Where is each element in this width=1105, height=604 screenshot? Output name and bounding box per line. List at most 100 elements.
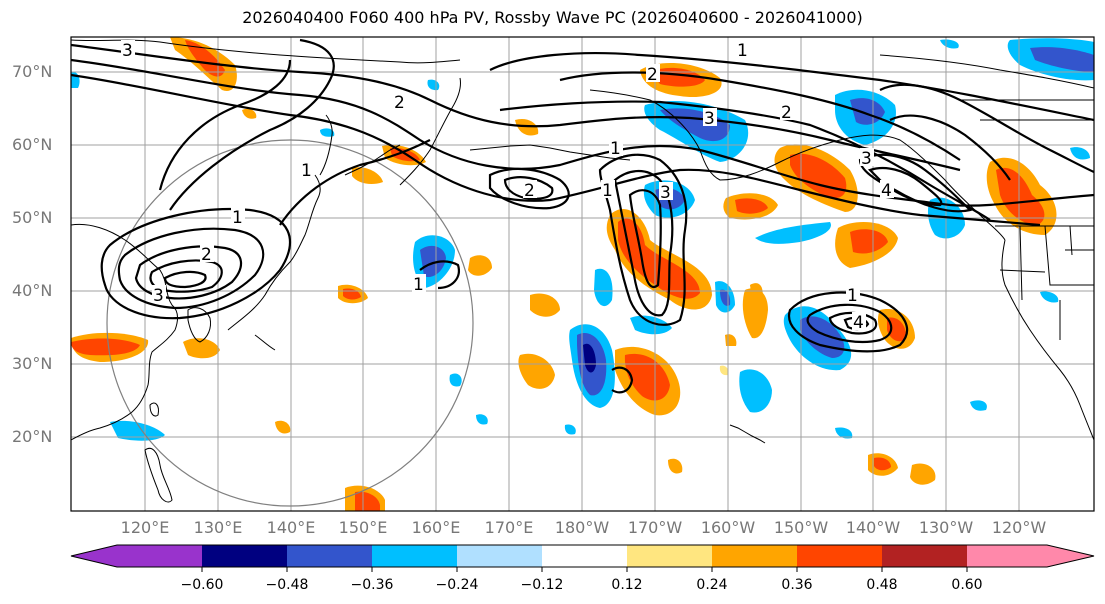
pv-positive-patch — [352, 167, 383, 184]
sakhalin-coastline — [319, 114, 333, 176]
pv-negative-patch — [564, 424, 576, 435]
pv-positive-patch — [71, 338, 140, 356]
pv-positive-patch — [624, 353, 670, 401]
contour-label: 3 — [861, 149, 872, 169]
colorbar-tick-label: −0.24 — [435, 577, 479, 593]
pv-contour — [169, 38, 335, 211]
pv-contours — [71, 38, 1094, 394]
pv-negative-patch — [1070, 147, 1090, 160]
korea-coastline — [187, 307, 211, 343]
north-america-coastline — [1001, 239, 1094, 441]
pv-contour — [598, 153, 688, 326]
lon-label: 130°E — [193, 518, 243, 537]
region-circle — [106, 139, 474, 507]
lat-label: 70°N — [12, 62, 53, 81]
asia-coastline — [71, 223, 179, 441]
pv-positive-patch — [185, 40, 225, 77]
pv-contour — [71, 73, 1041, 227]
pv-contour — [419, 260, 460, 290]
lon-label: 130°W — [918, 518, 974, 537]
graticule — [71, 37, 1094, 511]
pv-contour — [628, 189, 662, 288]
pv-positive-patch — [850, 229, 888, 254]
lon-label: 140°W — [845, 518, 901, 537]
pv-negative-patch — [320, 128, 335, 137]
pv-positive-patch — [910, 463, 936, 485]
state-borders — [999, 225, 1094, 340]
contour-label: 4 — [881, 181, 892, 201]
contour-label: 4 — [853, 313, 864, 333]
pv-negative-patch — [420, 245, 446, 278]
contour-label: 3 — [660, 183, 671, 203]
colorbar-outline — [70, 544, 1095, 568]
pv-negative-patch — [583, 343, 596, 373]
pv-negative-patch — [427, 79, 440, 91]
pv-positive-patch — [275, 420, 291, 434]
colorbar-tick-label: −0.48 — [265, 577, 309, 593]
pv-positive-patch — [530, 293, 560, 317]
lon-label: 140°E — [266, 518, 316, 537]
colorbar — [70, 544, 1095, 572]
pv-positive-patch — [874, 457, 891, 471]
colorbar-extend-high — [1047, 545, 1094, 567]
lon-label: 160°E — [411, 518, 461, 537]
pv-contour — [867, 166, 943, 207]
colorbar-tick-label: −0.12 — [520, 577, 564, 593]
pv-negative-patch — [970, 400, 987, 411]
colorbar-segment — [627, 545, 713, 567]
colorbar-segment — [457, 545, 543, 567]
lon-label: 160°W — [700, 518, 756, 537]
colorbar-segment — [542, 545, 628, 567]
pv-contour — [889, 114, 1011, 181]
lat-label: 30°N — [12, 354, 53, 373]
colorbar-segment — [287, 545, 373, 567]
pv-negative-patch — [1030, 47, 1094, 72]
pv-contour — [806, 303, 893, 344]
lon-label: 150°W — [773, 518, 829, 537]
contour-label: 1 — [737, 41, 748, 61]
contour-label: 1 — [232, 208, 243, 228]
contour-label: 2 — [647, 65, 658, 85]
contour-label: 2 — [524, 181, 535, 201]
pv-contour — [611, 366, 634, 394]
pv-contour — [787, 291, 909, 353]
hawaii-islands — [729, 424, 766, 444]
contour-label: 2 — [781, 103, 792, 123]
contour-label: 1 — [610, 139, 621, 159]
pv-negative-patch — [940, 39, 959, 49]
kuril-islands — [344, 144, 401, 176]
colorbar-segment — [202, 545, 288, 567]
pv-positive-patch — [355, 491, 380, 511]
plot-frame — [70, 36, 1095, 512]
contour-label-group: 1 1 1 1 1 1 1 2 2 2 2 2 3 3 — [121, 40, 894, 333]
pv-negative-patch — [110, 420, 165, 441]
arctic-coastline — [71, 39, 1094, 121]
contour-label: 3 — [153, 286, 164, 306]
colorbar-tick-label: −0.36 — [350, 577, 394, 593]
philippines-coastline — [144, 447, 173, 503]
colorbar-tick-label: 0.60 — [951, 577, 983, 593]
colorbar-tick-label: 0.36 — [781, 577, 813, 593]
colorbar-segment — [117, 545, 203, 567]
lon-label: 180°W — [554, 518, 610, 537]
taiwan-coastline — [149, 402, 159, 417]
pv-contour — [117, 227, 265, 310]
colorbar-extend-low — [71, 545, 117, 567]
lon-label: 120°W — [991, 518, 1047, 537]
colorbar-tick-label: 0.12 — [611, 577, 643, 593]
contour-label: 2 — [394, 93, 405, 113]
pv-negative-patch — [594, 268, 613, 307]
pv-positive-patch — [183, 338, 220, 359]
colorbar-ticks — [201, 567, 968, 572]
pv-positive-patch — [515, 118, 539, 136]
lat-label: 50°N — [12, 208, 53, 227]
pv-positive-patch — [468, 255, 492, 276]
pv-negative-patch — [755, 222, 831, 244]
lat-label: 40°N — [12, 281, 53, 300]
pv-positive-patch — [996, 167, 1045, 226]
plot-area: 1 1 1 1 1 1 1 2 2 2 2 2 3 3 — [71, 37, 1094, 511]
lon-label: 170°W — [627, 518, 683, 537]
pv-positive-patch — [668, 458, 683, 474]
contour-label: 1 — [413, 275, 424, 295]
pv-negative-patch — [449, 373, 462, 387]
